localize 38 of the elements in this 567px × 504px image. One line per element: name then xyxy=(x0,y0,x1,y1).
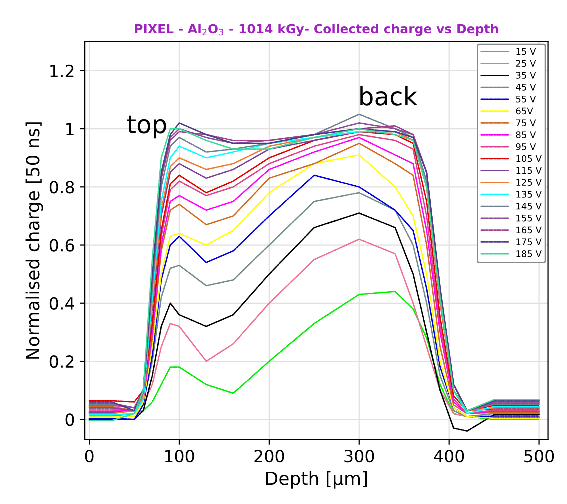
legend-label: 45 V xyxy=(516,84,536,91)
annotation: top xyxy=(127,116,166,139)
y-tick-label: 0.6 xyxy=(50,239,74,252)
y-tick-label: 0.2 xyxy=(50,355,74,368)
legend-label: 165 V xyxy=(516,226,542,234)
legend-label: 25 V xyxy=(516,60,536,68)
legend-label: 55 V xyxy=(516,96,536,103)
legend-label: 175 V xyxy=(516,238,542,246)
legend-label: 15 V xyxy=(516,48,536,56)
x-tick-label: 200 xyxy=(254,450,284,463)
legend-label: 75 V xyxy=(516,120,536,127)
line-series xyxy=(88,238,540,418)
legend-label: 125 V xyxy=(516,179,542,186)
x-tick-label: 400 xyxy=(434,450,464,463)
y-tick-label: 1.2 xyxy=(50,64,74,78)
y-tick-label: 1 xyxy=(66,123,74,136)
x-tick-label: 100 xyxy=(165,450,194,463)
legend-label: 185 V xyxy=(516,250,542,258)
legend-label: 105 V xyxy=(516,155,542,162)
legend-label: 95 V xyxy=(516,143,536,150)
chart-title: PIXEL - Al$_{2}$O$_{3}$ - 1014 kGy- Collected charge vs Depth xyxy=(135,24,498,36)
x-tick-label: 0 xyxy=(85,450,94,463)
legend-label: 145 V xyxy=(516,203,542,210)
x-tick-label: 500 xyxy=(524,450,554,463)
legend-label: 35 V xyxy=(516,72,536,79)
legend-label: 85 V xyxy=(516,132,536,138)
x-axis-title: Depth [μm] xyxy=(266,471,368,489)
legend-label: 135 V xyxy=(516,191,542,198)
legend-label: 65V xyxy=(516,108,534,115)
y-tick-label: 0 xyxy=(66,414,74,426)
y-axis-title: Normalised charge [50 ns] xyxy=(26,122,44,359)
x-tick-label: 300 xyxy=(344,450,374,463)
y-tick-label: 0.8 xyxy=(50,181,74,194)
legend-label: 115 V xyxy=(516,167,542,174)
annotation: back xyxy=(360,86,418,106)
y-tick-label: 0.4 xyxy=(50,297,74,310)
line-series xyxy=(88,291,540,420)
legend-label: 155 V xyxy=(516,214,542,222)
